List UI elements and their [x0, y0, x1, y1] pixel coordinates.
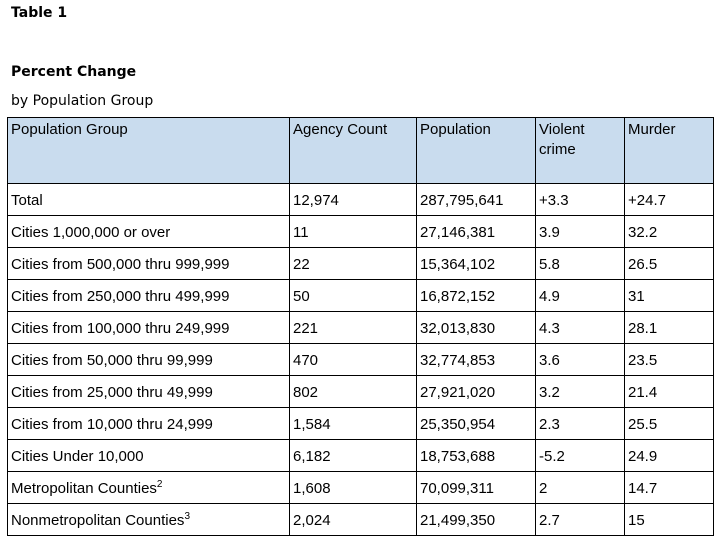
table-row: Cities from 50,000 thru 99,999 470 32,774,…	[7, 343, 714, 376]
table-row: Cities from 100,000 thru 249,999 221 32,01…	[7, 311, 714, 344]
cell-population: 21,499,350	[416, 503, 536, 536]
population-group-label: Cities from 500,000 thru 999,999	[11, 255, 230, 273]
cell-agency-count: 802	[289, 375, 417, 408]
table-body: Total 12,974 287,795,641 +3.3 +24.7 Cities 1,…	[7, 183, 714, 536]
cell-agency-count: 1,608	[289, 471, 417, 504]
table-row: Cities from 500,000 thru 999,999 22 15,364…	[7, 247, 714, 280]
cell-violent-crime: 2	[535, 471, 625, 504]
cell-population-group: Cities from 100,000 thru 249,999	[7, 311, 290, 344]
cell-violent-crime: 2.3	[535, 407, 625, 440]
cell-population: 16,872,152	[416, 279, 536, 312]
cell-population: 25,350,954	[416, 407, 536, 440]
table-subtitle: by Population Group	[11, 93, 154, 109]
header-murder: Murder	[624, 117, 714, 184]
cell-population: 32,013,830	[416, 311, 536, 344]
cell-population: 70,099,311	[416, 471, 536, 504]
population-group-label: Total	[11, 191, 43, 209]
percent-change-table: Population Group Agency Count Population…	[7, 117, 714, 536]
table-number-title: Table 1	[11, 5, 68, 21]
cell-murder: 23.5	[624, 343, 714, 376]
cell-violent-crime: 4.3	[535, 311, 625, 344]
cell-murder: 26.5	[624, 247, 714, 280]
cell-violent-crime: 3.2	[535, 375, 625, 408]
cell-population-group: Cities from 50,000 thru 99,999	[7, 343, 290, 376]
cell-population-group: Cities from 500,000 thru 999,999	[7, 247, 290, 280]
table-row: Cities from 250,000 thru 499,999 50 16,872…	[7, 279, 714, 312]
cell-violent-crime: 4.9	[535, 279, 625, 312]
cell-population: 32,774,853	[416, 343, 536, 376]
cell-population: 15,364,102	[416, 247, 536, 280]
population-group-label: Cities from 25,000 thru 49,999	[11, 383, 213, 401]
population-group-label: Cities Under 10,000	[11, 447, 144, 465]
table-row: Cities from 10,000 thru 24,999 1,584 25,35…	[7, 407, 714, 440]
table-row: Nonmetropolitan Counties3 2,024 21,499,350…	[7, 503, 714, 536]
cell-murder: +24.7	[624, 183, 714, 216]
cell-violent-crime: +3.3	[535, 183, 625, 216]
cell-agency-count: 6,182	[289, 439, 417, 472]
cell-population: 27,921,020	[416, 375, 536, 408]
cell-violent-crime: 3.9	[535, 215, 625, 248]
header-agency-count: Agency Count	[289, 117, 417, 184]
cell-murder: 24.9	[624, 439, 714, 472]
cell-agency-count: 50	[289, 279, 417, 312]
cell-agency-count: 221	[289, 311, 417, 344]
cell-murder: 21.4	[624, 375, 714, 408]
population-group-label: Cities from 250,000 thru 499,999	[11, 287, 230, 305]
cell-population-group: Cities 1,000,000 or over	[7, 215, 290, 248]
cell-population-group: Metropolitan Counties2	[7, 471, 290, 504]
cell-murder: 15	[624, 503, 714, 536]
cell-population-group: Nonmetropolitan Counties3	[7, 503, 290, 536]
population-group-label: Cities 1,000,000 or over	[11, 223, 171, 241]
header-violent-crime: Violent crime	[535, 117, 625, 184]
cell-violent-crime: 5.8	[535, 247, 625, 280]
population-group-label: Cities from 50,000 thru 99,999	[11, 351, 213, 369]
cell-agency-count: 1,584	[289, 407, 417, 440]
header-population: Population	[416, 117, 536, 184]
cell-population: 18,753,688	[416, 439, 536, 472]
cell-agency-count: 22	[289, 247, 417, 280]
cell-murder: 31	[624, 279, 714, 312]
header-population-group: Population Group	[7, 117, 290, 184]
cell-murder: 28.1	[624, 311, 714, 344]
table-row: Cities Under 10,000 6,182 18,753,688 -5.2 24…	[7, 439, 714, 472]
cell-violent-crime: -5.2	[535, 439, 625, 472]
cell-population: 27,146,381	[416, 215, 536, 248]
cell-population-group: Total	[7, 183, 290, 216]
table-row: Cities 1,000,000 or over 11 27,146,381 3.9 3…	[7, 215, 714, 248]
cell-violent-crime: 2.7	[535, 503, 625, 536]
population-group-label: Cities from 10,000 thru 24,999	[11, 415, 213, 433]
cell-population: 287,795,641	[416, 183, 536, 216]
population-group-label: Cities from 100,000 thru 249,999	[11, 319, 230, 337]
table-row: Metropolitan Counties2 1,608 70,099,311 2 14…	[7, 471, 714, 504]
section-title: Percent Change	[11, 64, 137, 80]
cell-agency-count: 2,024	[289, 503, 417, 536]
footnote-marker: 2	[156, 478, 163, 490]
header-row: Population Group Agency Count Population…	[7, 117, 714, 184]
population-group-label: Nonmetropolitan Counties	[11, 511, 185, 529]
cell-population-group: Cities from 10,000 thru 24,999	[7, 407, 290, 440]
population-group-label: Metropolitan Counties	[11, 479, 157, 497]
cell-agency-count: 12,974	[289, 183, 417, 216]
cell-murder: 25.5	[624, 407, 714, 440]
cell-violent-crime: 3.6	[535, 343, 625, 376]
cell-agency-count: 11	[289, 215, 417, 248]
cell-agency-count: 470	[289, 343, 417, 376]
cell-murder: 14.7	[624, 471, 714, 504]
cell-murder: 32.2	[624, 215, 714, 248]
cell-population-group: Cities Under 10,000	[7, 439, 290, 472]
footnote-marker: 3	[184, 510, 190, 522]
table-header: Population Group Agency Count Population…	[7, 117, 714, 184]
table-row: Cities from 25,000 thru 49,999 802 27,921,…	[7, 375, 714, 408]
cell-population-group: Cities from 250,000 thru 499,999	[7, 279, 290, 312]
table-row: Total 12,974 287,795,641 +3.3 +24.7	[7, 183, 714, 216]
cell-population-group: Cities from 25,000 thru 49,999	[7, 375, 290, 408]
